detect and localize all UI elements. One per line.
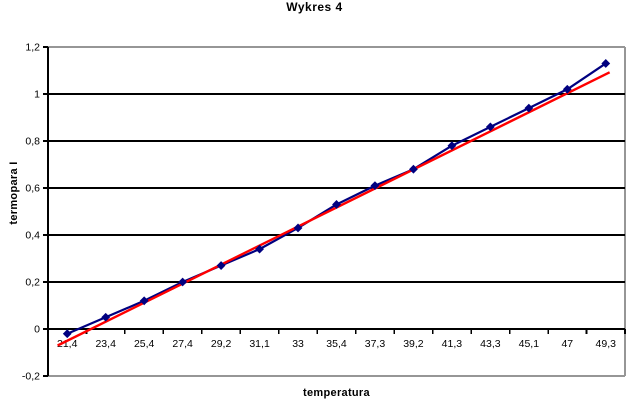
x-tick-label: 49,3 (596, 338, 617, 350)
data-point-marker (485, 122, 495, 132)
data-point-marker (370, 181, 380, 191)
trendline (57, 71, 611, 347)
x-tick-label: 43,3 (480, 338, 501, 350)
x-tick-label: 27,4 (172, 338, 193, 350)
y-tick-label: 0,4 (25, 230, 40, 242)
y-tick-label: 1 (34, 89, 40, 101)
y-axis-title: termopara I (8, 161, 20, 225)
data-point-marker (332, 200, 341, 209)
x-tick-label: 45,1 (519, 338, 540, 350)
x-tick-label: 35,4 (326, 338, 347, 350)
data-point-marker (101, 312, 111, 322)
y-tick-label: 0 (34, 324, 40, 336)
y-tick-label: 1,2 (25, 42, 40, 54)
x-tick-label: 31,1 (249, 338, 270, 350)
data-point-marker (216, 261, 226, 270)
y-tick-label: 0,6 (25, 183, 40, 195)
plot-background (48, 47, 625, 376)
data-point-marker (524, 103, 534, 113)
data-point-marker (409, 164, 418, 174)
data-point-marker (139, 296, 149, 306)
data-point-marker (178, 277, 188, 287)
x-tick-label: 33 (292, 338, 304, 350)
y-tick-label: 0,8 (25, 136, 40, 148)
data-point-marker (293, 223, 303, 233)
data-point-marker (447, 141, 457, 151)
data-point-marker (601, 59, 611, 68)
chart-title: Wykres 4 (286, 0, 343, 14)
x-axis-title: temperatura (303, 387, 370, 399)
x-tick-label: 37,3 (365, 338, 386, 350)
x-tick-label: 47 (561, 338, 573, 350)
y-tick-label: -0,2 (22, 371, 40, 383)
data-point-marker (562, 84, 572, 94)
x-tick-label: 23,4 (95, 338, 116, 350)
y-tick-label: 0,2 (25, 277, 40, 289)
data-point-marker (62, 329, 72, 339)
x-tick-label: 41,3 (442, 338, 463, 350)
x-tick-label: 39,2 (403, 338, 424, 350)
x-tick-label: 21,4 (57, 338, 78, 350)
x-tick-label: 25,4 (134, 338, 155, 350)
data-point-marker (255, 244, 264, 254)
x-tick-label: 29,2 (211, 338, 232, 350)
